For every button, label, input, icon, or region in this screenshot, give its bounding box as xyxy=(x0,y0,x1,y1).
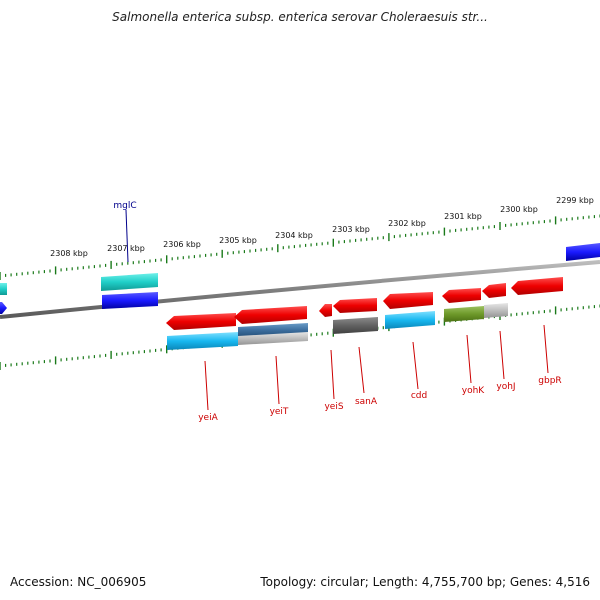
scale-label: 2306 kbp xyxy=(163,240,201,249)
gene-arrow-mglC[interactable] xyxy=(102,292,158,309)
gene-label-yohJ[interactable]: yohJ xyxy=(496,382,515,392)
scale-label: 2300 kbp xyxy=(500,205,538,214)
gene-arrow-cdd[interactable] xyxy=(383,292,433,309)
gene-label-yeiT[interactable]: yeiT xyxy=(270,407,289,417)
gene-feature-yeiT[interactable] xyxy=(238,332,308,345)
scale-label: 2302 kbp xyxy=(388,219,426,228)
map-title: Salmonella enterica subsp. enterica sero… xyxy=(112,10,488,24)
gene-arrow[interactable] xyxy=(566,243,600,261)
gene-arrow-yohK[interactable] xyxy=(442,288,481,303)
gene-arrow-yeiA[interactable] xyxy=(166,313,236,330)
scale-label: 2303 kbp xyxy=(332,225,370,234)
gene-label-gbpR[interactable]: gbpR xyxy=(538,376,561,386)
gene-arrow-sanA[interactable] xyxy=(333,298,377,313)
gene-label-sanA[interactable]: sanA xyxy=(355,397,378,407)
gene-feature-yeiA[interactable] xyxy=(167,332,238,350)
scale-label: 2304 kbp xyxy=(275,231,313,240)
gene-arrow-yohJ[interactable] xyxy=(482,283,506,298)
gene-arrow[interactable] xyxy=(0,283,7,295)
scale-labels: 2308 kbp 2307 kbp 2306 kbp 2305 kbp 2304… xyxy=(50,196,594,258)
forward-strand xyxy=(0,243,600,314)
gene-arrow-mglC-feature[interactable] xyxy=(101,273,158,291)
scale-label: 2301 kbp xyxy=(444,212,482,221)
scale-label: 2305 kbp xyxy=(219,236,257,245)
genome-backbone xyxy=(0,260,600,319)
scale-label: 2307 kbp xyxy=(107,244,145,253)
gene-label-cdd[interactable]: cdd xyxy=(411,391,427,401)
gene-label-yeiS[interactable]: yeiS xyxy=(324,402,343,412)
gene-label-mglC[interactable]: mglC xyxy=(113,201,136,211)
gene-feature-yohK[interactable] xyxy=(444,306,484,322)
genome-summary: Topology: circular; Length: 4,755,700 bp… xyxy=(260,575,590,589)
reverse-strand xyxy=(166,277,563,350)
outer-tick-track xyxy=(0,214,600,280)
gene-arrow-gbpR[interactable] xyxy=(511,277,563,295)
scale-label: 2308 kbp xyxy=(50,249,88,258)
gene-arrow[interactable] xyxy=(0,302,7,314)
scale-label: 2299 kbp xyxy=(556,196,594,205)
accession-label: Accession: NC_006905 xyxy=(10,575,147,589)
gene-labels: mglC yeiA yeiT yeiS sanA cdd yohK yohJ g… xyxy=(113,201,561,423)
gene-feature-cdd[interactable] xyxy=(385,311,435,329)
gene-arrow-yeiT[interactable] xyxy=(234,306,307,324)
gene-feature-sanA[interactable] xyxy=(333,317,378,334)
gene-feature-yohJ[interactable] xyxy=(484,303,508,318)
gene-label-yohK[interactable]: yohK xyxy=(462,386,486,396)
label-leaders xyxy=(125,209,549,411)
gene-arrow-yeiS[interactable] xyxy=(319,304,332,317)
gene-label-yeiA[interactable]: yeiA xyxy=(198,413,218,423)
